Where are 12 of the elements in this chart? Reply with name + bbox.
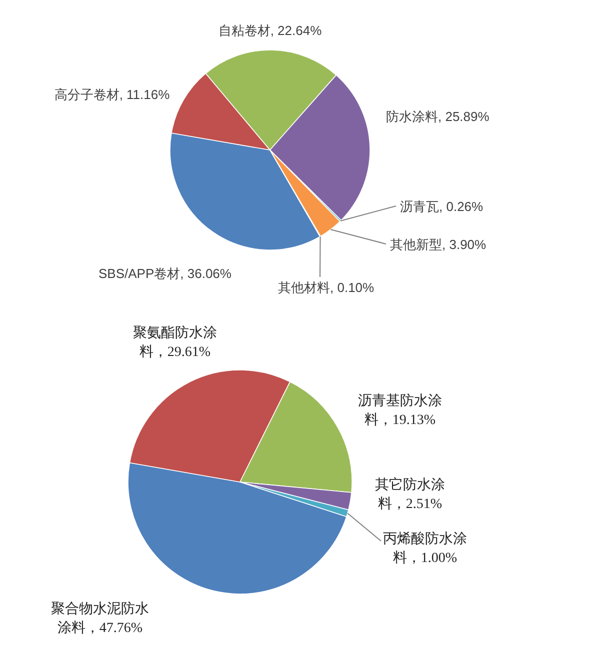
slice-label: 其他材料, 0.10% xyxy=(278,279,376,297)
slice-label: 丙烯酸防水涂料，1.00% xyxy=(382,530,468,568)
slice-label: 聚氨酯防水涂料，29.61% xyxy=(132,324,218,362)
slice-label: 防水涂料, 25.89% xyxy=(386,108,490,126)
slice-label: 沥青基防水涂料，19.13% xyxy=(357,392,443,430)
slice-label: 高分子卷材, 11.16% xyxy=(53,86,171,104)
slice-label: 其它防水涂料，2.51% xyxy=(374,476,446,514)
slice-label: SBS/APP卷材, 36.06% xyxy=(98,265,232,283)
slice-label: 其他新型, 3.90% xyxy=(390,236,488,254)
slice-label: 自粘卷材, 22.64% xyxy=(217,22,323,40)
slice-label: 沥青瓦, 0.26% xyxy=(400,198,484,216)
slice-label: 聚合物水泥防水涂料，47.76% xyxy=(50,600,150,638)
